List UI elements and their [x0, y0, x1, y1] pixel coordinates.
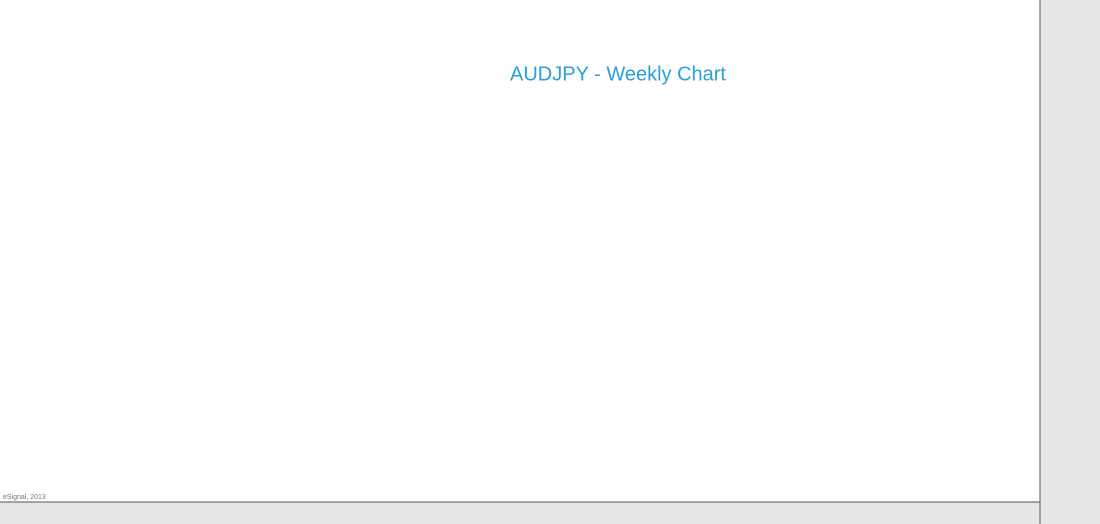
- source: eSignal, 2013: [3, 494, 46, 501]
- chart-title: AUDJPY - Weekly Chart: [510, 63, 726, 85]
- price-axis-panel: [1040, 0, 1100, 524]
- time-axis-panel: [0, 502, 1040, 524]
